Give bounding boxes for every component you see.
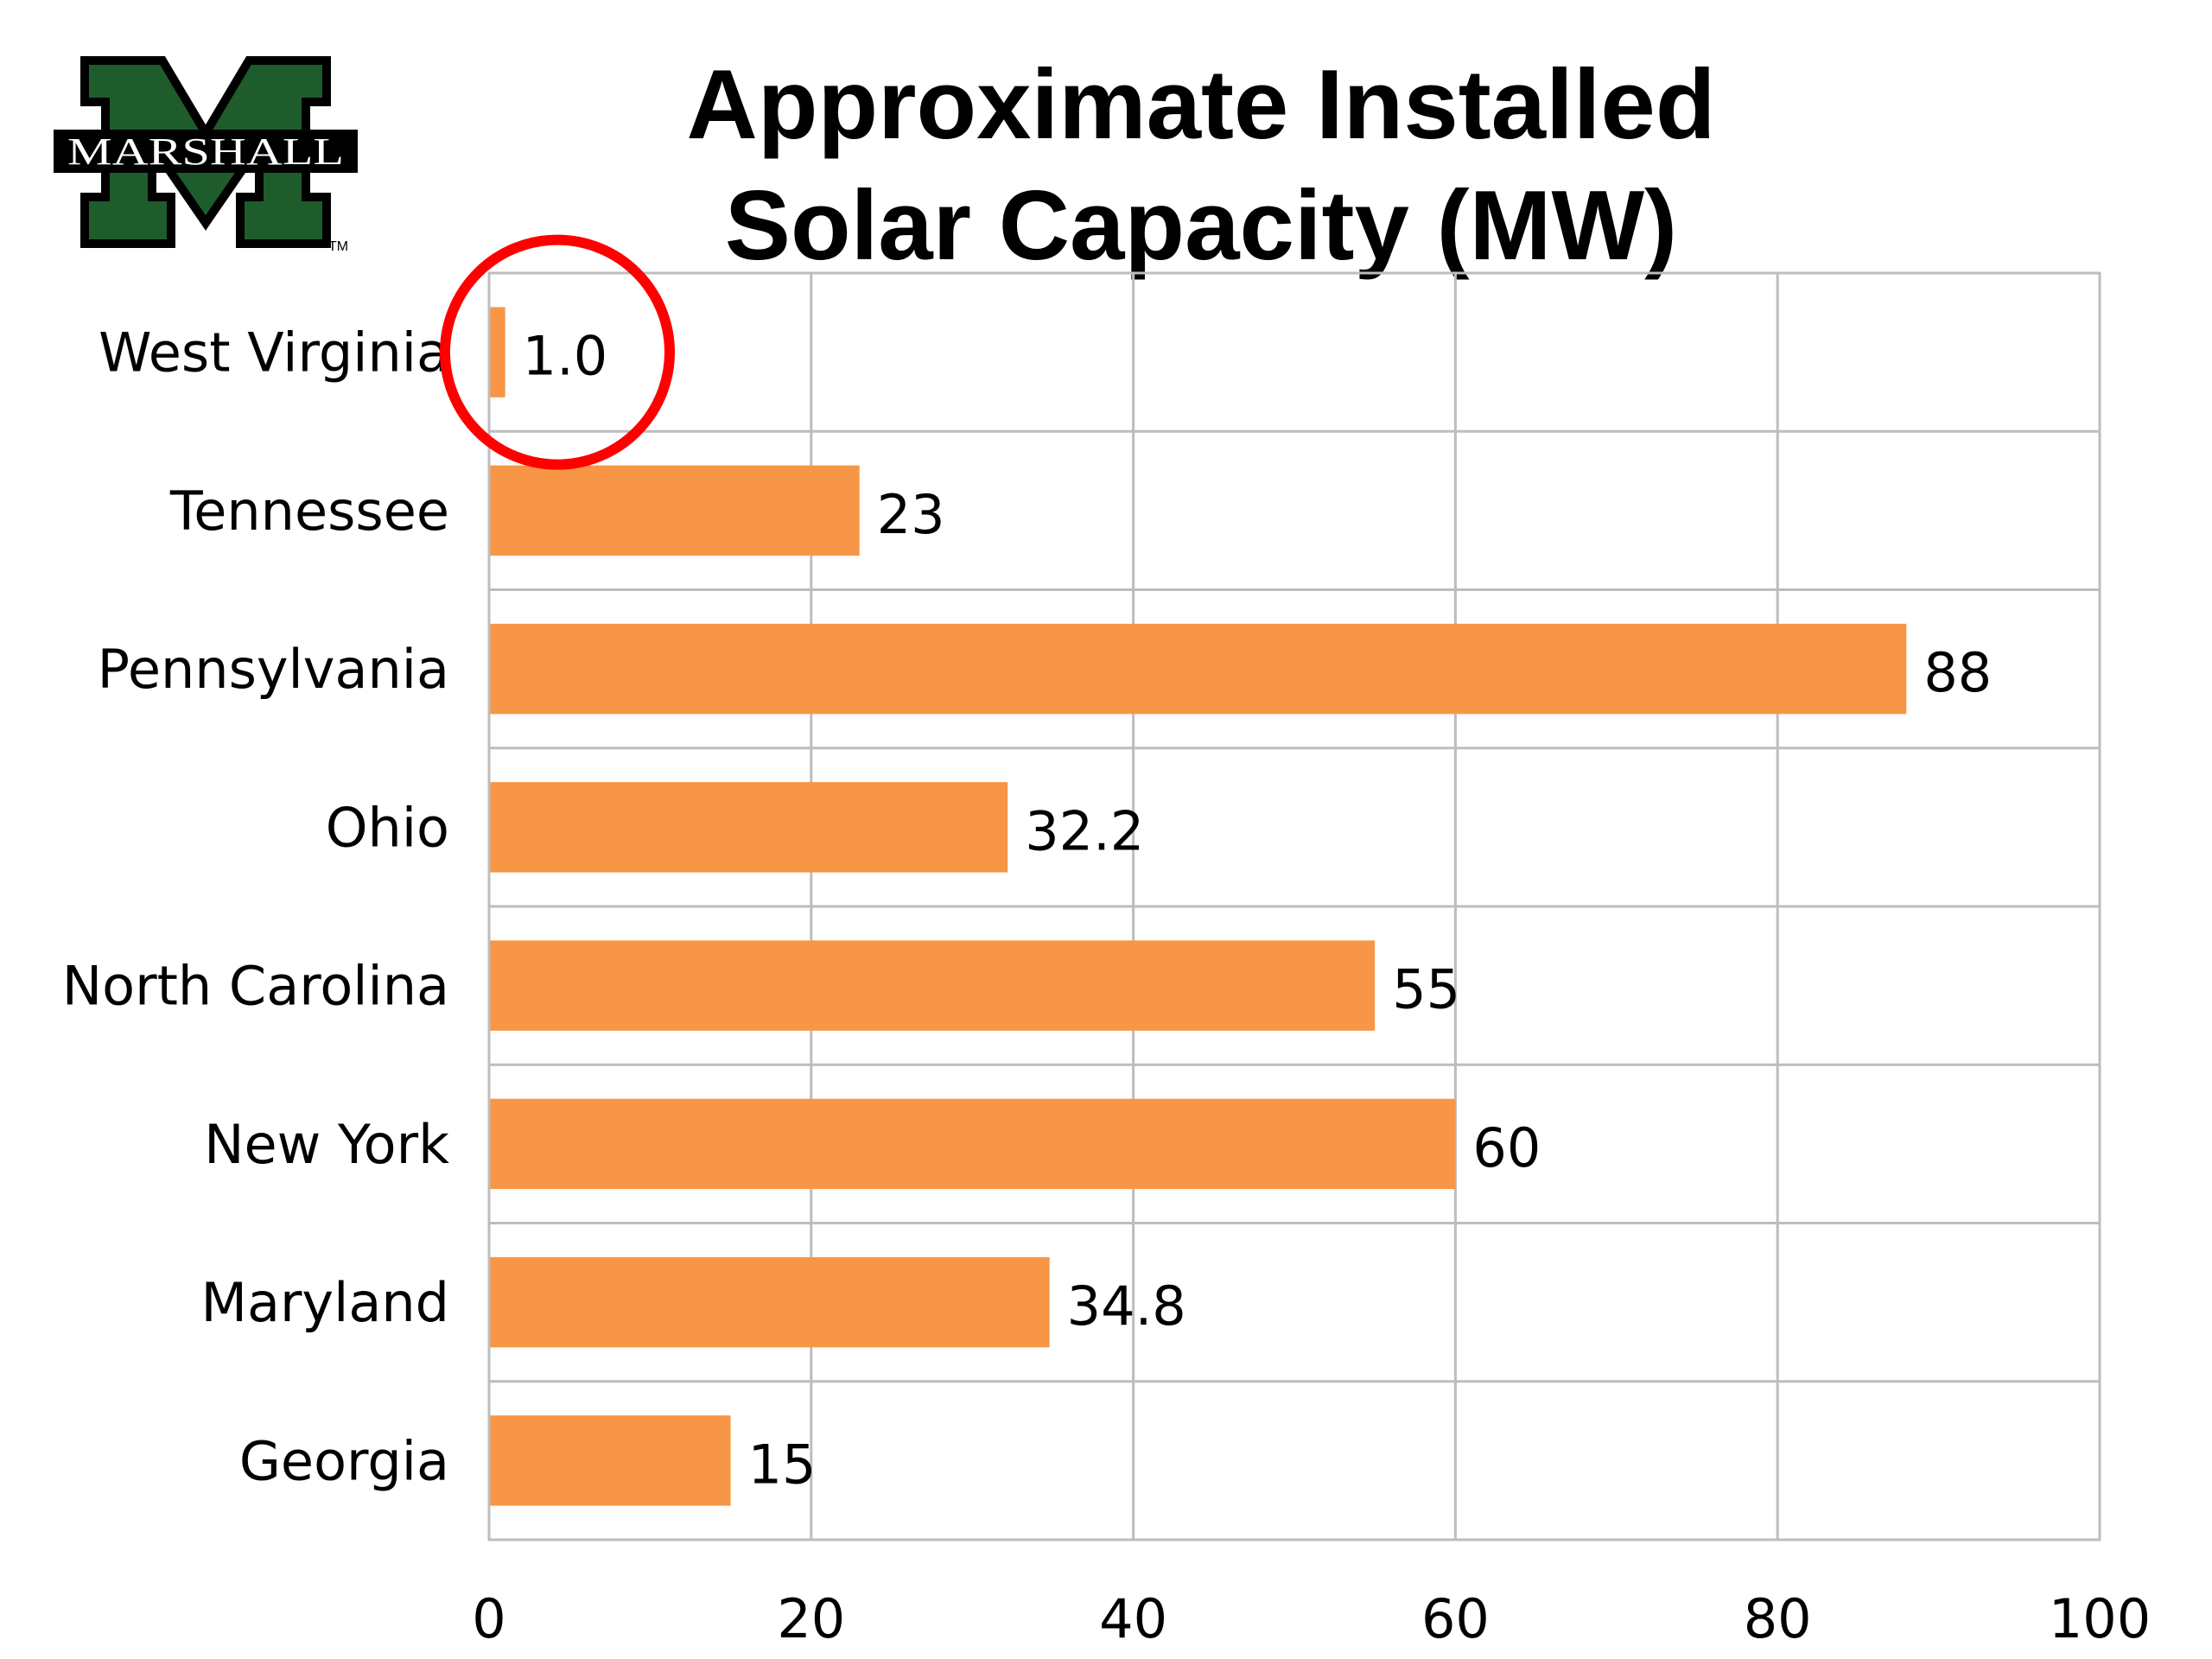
data-label: 15	[748, 1433, 817, 1496]
logo-trademark: TM	[328, 239, 348, 254]
data-label: 1.0	[523, 325, 608, 388]
category-label: Ohio	[326, 796, 449, 859]
highlight-circle	[440, 234, 675, 470]
x-tick-label: 40	[1099, 1587, 1167, 1650]
bar	[489, 623, 1907, 715]
data-label: 23	[877, 483, 945, 546]
chart-title: Approximate Installed Solar Capacity (MW…	[484, 45, 1918, 287]
chart-title-line-1: Approximate Installed	[686, 50, 1716, 160]
category-label: Maryland	[200, 1271, 449, 1334]
bar	[489, 782, 1008, 873]
x-tick-label: 80	[1744, 1587, 1812, 1650]
category-label: New York	[204, 1113, 449, 1176]
data-label: 88	[1923, 641, 1992, 704]
data-label: 60	[1472, 1116, 1541, 1179]
logo-banner	[54, 130, 358, 173]
marshall-logo: MARSHALL TM	[54, 56, 358, 254]
x-tick-label: 60	[1421, 1587, 1490, 1650]
category-label: Georgia	[239, 1429, 449, 1492]
logo-wordmark: MARSHALL	[67, 130, 344, 173]
bar	[489, 940, 1376, 1031]
bar	[489, 1415, 731, 1506]
bar	[489, 465, 860, 556]
bar	[489, 307, 505, 397]
data-label: 55	[1392, 958, 1460, 1021]
category-label: West Virginia	[99, 321, 449, 385]
bar	[489, 1256, 1050, 1348]
chart-title-line-2: Solar Capacity (MW)	[724, 171, 1678, 281]
x-tick-label: 0	[472, 1587, 505, 1650]
category-label: Tennessee	[169, 480, 449, 543]
category-label: North Carolina	[62, 955, 449, 1018]
data-label: 32.2	[1025, 799, 1144, 862]
category-label: Pennsylvania	[98, 638, 449, 701]
data-label: 34.8	[1067, 1274, 1186, 1338]
x-tick-label: 20	[777, 1587, 845, 1650]
x-tick-label: 100	[2049, 1587, 2151, 1650]
bar	[489, 1098, 1456, 1190]
